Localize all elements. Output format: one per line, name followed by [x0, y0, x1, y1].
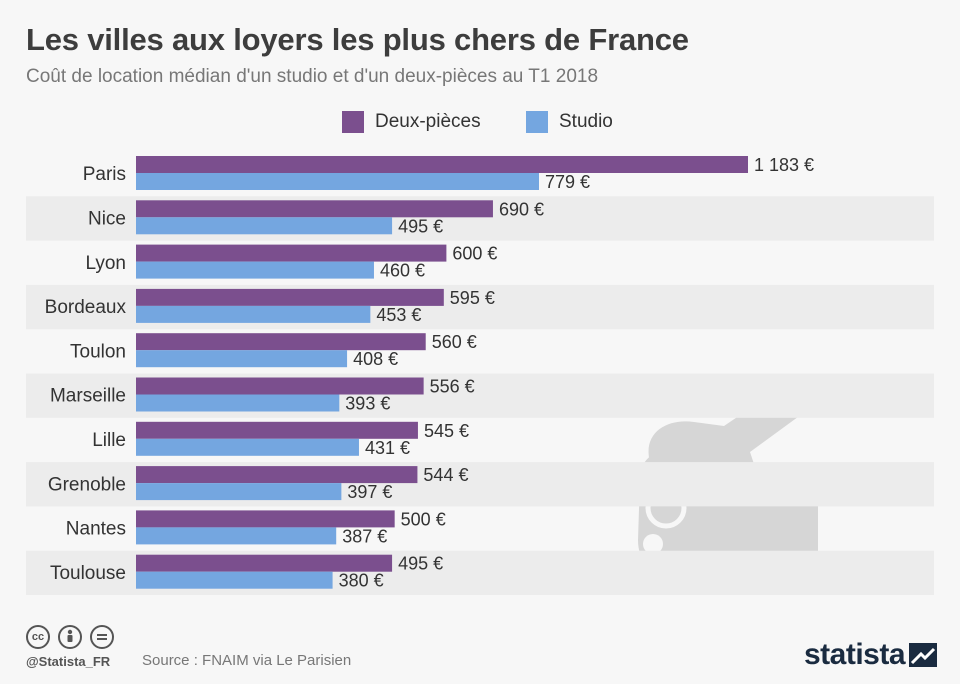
bar-studio [136, 173, 539, 190]
value-label-studio: 387 € [342, 526, 387, 546]
category-label: Lyon [86, 253, 127, 274]
legend: Deux-pièces Studio [0, 111, 960, 137]
bar-deux-pieces [136, 510, 395, 528]
bar-deux-pieces [136, 421, 418, 439]
legend-label-studio: Studio [559, 111, 613, 132]
value-label-deux-pieces: 595 € [450, 288, 495, 308]
bar-deux-pieces [136, 200, 493, 218]
value-label-deux-pieces: 600 € [452, 244, 497, 264]
statista-logo-icon [909, 643, 938, 667]
bar-studio [136, 483, 342, 501]
value-label-deux-pieces: 544 € [423, 465, 468, 485]
value-label-studio: 380 € [339, 571, 384, 591]
value-label-deux-pieces: 500 € [401, 509, 446, 529]
bar-studio [136, 217, 393, 235]
bar-studio [136, 571, 333, 589]
value-label-deux-pieces: 560 € [432, 332, 477, 352]
legend-item-studio: Studio [526, 111, 613, 133]
category-label: Grenoble [48, 474, 126, 495]
value-label-deux-pieces: 545 € [424, 421, 469, 441]
category-label: Toulouse [50, 563, 126, 584]
bar-deux-pieces [136, 333, 426, 351]
by-icon [58, 625, 82, 649]
category-label: Bordeaux [45, 297, 127, 318]
value-label-studio: 460 € [380, 261, 425, 281]
cc-icon: cc [26, 625, 50, 649]
value-label-studio: 408 € [353, 349, 398, 369]
bar-studio [136, 438, 359, 456]
bar-deux-pieces [136, 156, 748, 173]
labels: Paris 1 183 € 779 € Nice 690 € 495 € Lyon 600 €… [45, 155, 814, 591]
statista-logo: statista [804, 638, 938, 672]
category-label: Nice [88, 208, 126, 229]
value-label-studio: 397 € [347, 482, 392, 502]
license-icons: cc [26, 625, 114, 649]
bar-studio [136, 350, 348, 368]
bar-deux-pieces [136, 288, 444, 306]
twitter-handle: @Statista_FR [26, 654, 111, 669]
bar-deux-pieces [136, 554, 393, 572]
category-label: Paris [83, 164, 126, 185]
source-note: Source : FNAIM via Le Parisien [142, 652, 352, 669]
value-label-studio: 495 € [398, 216, 443, 236]
legend-label-deux-pieces: Deux-pièces [375, 111, 481, 132]
chart-subtitle: Coût de location médian d'un studio et d… [26, 66, 599, 87]
legend-item-deux-pieces: Deux-pièces [342, 111, 481, 133]
legend-swatch-deux-pieces [342, 111, 364, 133]
bar-studio [136, 394, 340, 412]
category-label: Lille [92, 430, 126, 451]
bar-deux-pieces [136, 377, 424, 395]
value-label-deux-pieces: 690 € [499, 199, 544, 219]
chart-title: Les villes aux loyers les plus chers de … [26, 22, 689, 57]
value-label-deux-pieces: 495 € [398, 554, 443, 574]
nd-icon [90, 625, 114, 649]
bar-studio [136, 261, 374, 279]
bar-studio [136, 527, 337, 545]
legend-swatch-studio [526, 111, 548, 133]
value-label-deux-pieces: 556 € [430, 377, 475, 397]
value-label-studio: 453 € [376, 305, 421, 325]
bar-deux-pieces [136, 466, 418, 484]
value-label-studio: 393 € [345, 394, 390, 414]
bar-studio [136, 305, 371, 323]
value-label-studio: 431 € [365, 438, 410, 458]
brand-name: statista [804, 638, 906, 671]
value-label-studio: 779 € [545, 172, 590, 192]
category-label: Toulon [70, 341, 126, 362]
bar-deux-pieces [136, 244, 447, 262]
category-label: Marseille [50, 386, 126, 407]
bars [136, 156, 748, 589]
value-label-deux-pieces: 1 183 € [754, 155, 814, 175]
category-label: Nantes [66, 519, 126, 540]
